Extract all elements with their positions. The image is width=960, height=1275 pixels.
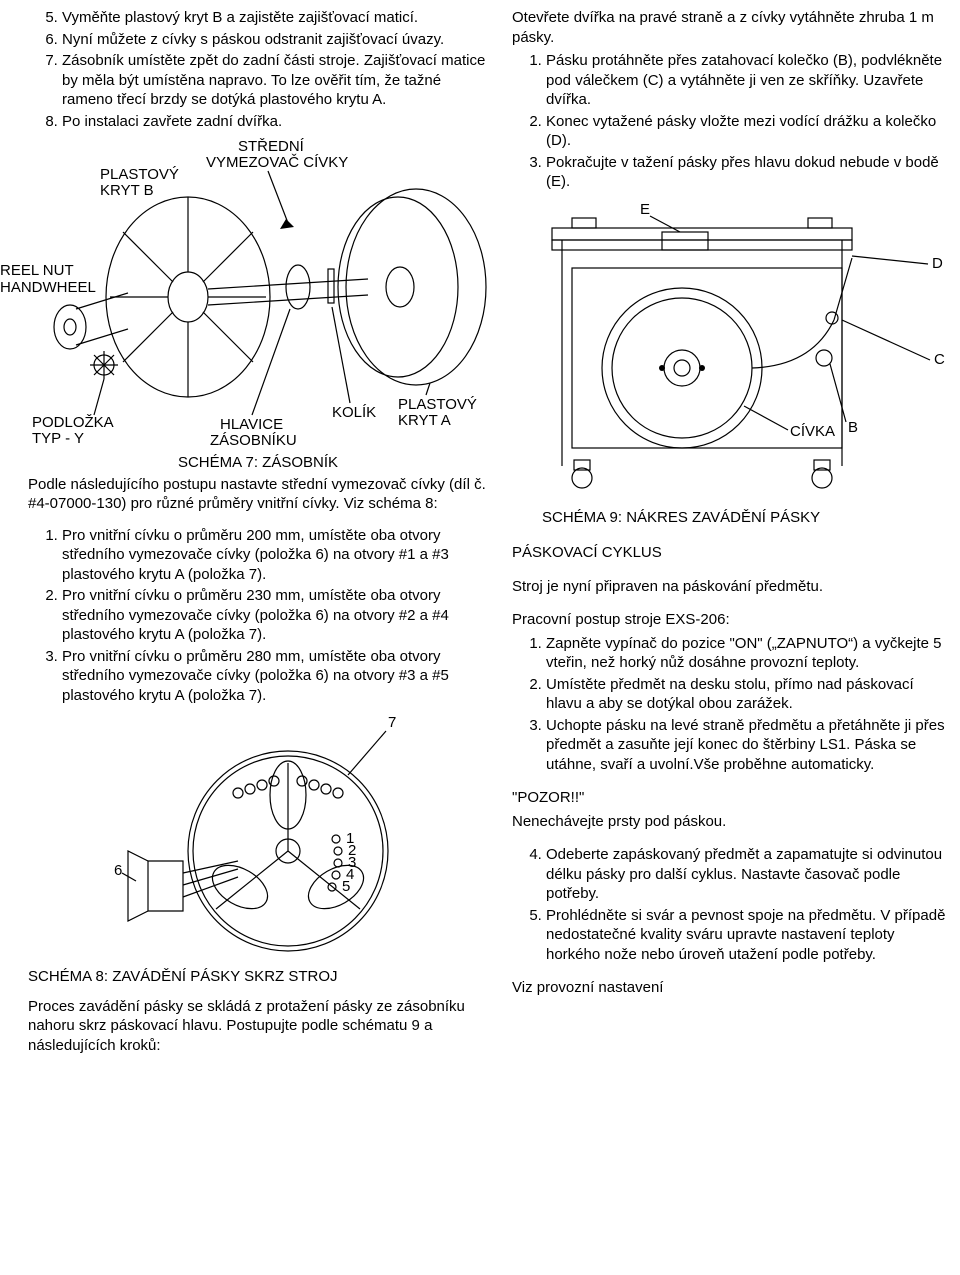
list-item: Pro vnitřní cívku o průměru 200 mm, umís…: [62, 526, 488, 585]
list-item: Prohlédněte si svár a pevnost spoje na p…: [546, 906, 948, 965]
text: TYP - Y: [32, 430, 84, 447]
text: 5: [342, 878, 350, 895]
schema-8-paragraph: Proces zavádění pásky se skládá z protaž…: [28, 997, 488, 1056]
warning-heading: "POZOR!!": [512, 788, 948, 808]
text: B: [848, 419, 858, 436]
right-list-2: Zapněte vypínač do pozice "ON" („ZAPNUTO…: [512, 634, 948, 775]
text: D: [932, 255, 943, 272]
text: 7: [388, 714, 396, 731]
left-list-2: Pro vnitřní cívku o průměru 200 mm, umís…: [28, 526, 488, 706]
text: PLASTOVÝ: [398, 396, 477, 413]
left-column: Vyměňte plastový kryt B a zajistěte zaji…: [28, 8, 488, 1059]
list-item: Uchopte pásku na levé straně předmětu a …: [546, 716, 948, 775]
text: PLASTOVÝ: [100, 166, 179, 183]
viz-text: Viz provozní nastavení: [512, 978, 948, 998]
schema-8-title: SCHÉMA 8: ZAVÁDĚNÍ PÁSKY SKRZ STROJ: [28, 967, 488, 987]
text: KOLÍK: [332, 404, 376, 421]
diagram-7: STŘEDNÍ VYMEZOVAČ CÍVKY PLASTOVÝ KRYT B: [28, 137, 488, 447]
list-item: Pro vnitřní cívku o průměru 280 mm, umís…: [62, 647, 488, 706]
heading-paskovaci-cyklus: PÁSKOVACÍ CYKLUS: [512, 543, 948, 563]
list-item: Odeberte zapáskovaný předmět a zapamatuj…: [546, 845, 948, 904]
diagram-9: E D C B CÍVKA: [512, 198, 948, 498]
right-list-1: Pásku protáhněte přes zatahovací kolečko…: [512, 51, 948, 192]
text: HANDWHEEL: [0, 279, 96, 296]
text: VYMEZOVAČ CÍVKY: [206, 154, 348, 171]
schema-9-title: SCHÉMA 9: NÁKRES ZAVÁDĚNÍ PÁSKY: [542, 508, 948, 528]
text: CÍVKA: [790, 423, 835, 440]
schema-7-paragraph: Podle následujícího postupu nastavte stř…: [28, 475, 488, 514]
text: HLAVICE: [220, 416, 283, 433]
schema-7-title: SCHÉMA 7: ZÁSOBNÍK: [28, 453, 488, 473]
list-item: Zásobník umístěte zpět do zadní části st…: [62, 51, 488, 110]
list-item: Zapněte vypínač do pozice "ON" („ZAPNUTO…: [546, 634, 948, 673]
text: KRYT B: [100, 182, 154, 199]
text: KRYT A: [398, 412, 451, 429]
warning-text: Nenechávejte prsty pod páskou.: [512, 812, 948, 832]
list-item: Vyměňte plastový kryt B a zajistěte zaji…: [62, 8, 488, 28]
list-item: Nyní můžete z cívky s páskou odstranit z…: [62, 30, 488, 50]
list-item: Umístěte předmět na desku stolu, přímo n…: [546, 675, 948, 714]
workproc-heading: Pracovní postup stroje EXS-206:: [512, 610, 948, 630]
diagram-8: 1 2 3 4 5 6 7: [28, 711, 488, 961]
right-list-3: Odeberte zapáskovaný předmět a zapamatuj…: [512, 845, 948, 964]
text: 6: [114, 862, 122, 879]
page: REEL NUT HANDWHEEL Vyměňte plastový kryt…: [0, 0, 960, 1275]
ready-text: Stroj je nyní připraven na páskování pře…: [512, 577, 948, 597]
list-item: Konec vytažené pásky vložte mezi vodící …: [546, 112, 948, 151]
reel-nut-label: REEL NUT HANDWHEEL: [0, 262, 96, 297]
list-item: Pro vnitřní cívku o průměru 230 mm, umís…: [62, 586, 488, 645]
right-intro: Otevřete dvířka na pravé straně a z cívk…: [512, 8, 948, 47]
text: REEL NUT: [0, 262, 96, 279]
list-item: Pokračujte v tažení pásky přes hlavu dok…: [546, 153, 948, 192]
text: STŘEDNÍ: [238, 138, 305, 155]
text: ZÁSOBNÍKU: [210, 432, 297, 447]
left-list-1: Vyměňte plastový kryt B a zajistěte zaji…: [28, 8, 488, 131]
columns: Vyměňte plastový kryt B a zajistěte zaji…: [0, 0, 960, 1075]
right-column: Otevřete dvířka na pravé straně a z cívk…: [512, 8, 948, 1059]
list-item: Po instalaci zavřete zadní dvířka.: [62, 112, 488, 132]
text: PODLOŽKA: [32, 414, 114, 431]
list-item: Pásku protáhněte přes zatahovací kolečko…: [546, 51, 948, 110]
text: C: [934, 351, 945, 368]
text: E: [640, 201, 650, 218]
